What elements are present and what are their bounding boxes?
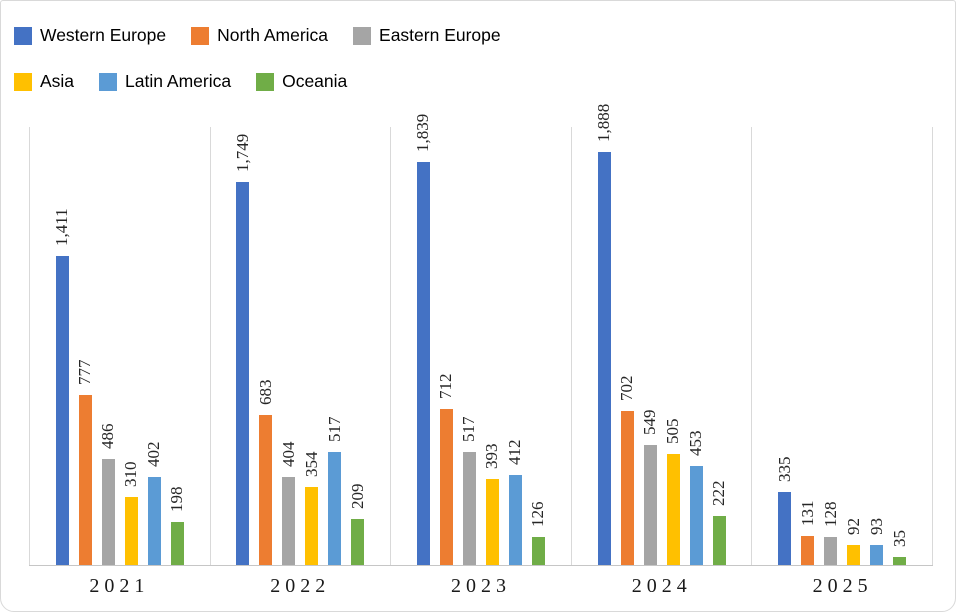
x-axis-label-2022: 2022 [270, 575, 331, 597]
legend-item-oceania: Oceania [256, 71, 347, 92]
legend-row: Asia Latin America Oceania [14, 71, 501, 92]
legend-swatch-western-europe [14, 26, 32, 45]
bar-value-label: 354 [301, 451, 321, 478]
x-axis-label-2021: 2021 [89, 575, 150, 597]
legend-label-oceania: Oceania [282, 71, 348, 91]
bar-value-label: 505 [663, 418, 683, 445]
legend-swatch-latin-america [99, 72, 118, 91]
bar-oceania-2025: 35 [890, 530, 909, 565]
bar-value-label: 1,411 [52, 208, 72, 246]
legend-row: Western Europe North America Eastern Europ… [14, 25, 501, 46]
bar-latin-america-2024: 453 [686, 431, 705, 565]
legend: Western Europe North America Eastern Europ… [14, 25, 501, 117]
legend-item-western-europe: Western Europe [14, 25, 166, 46]
bar-western-europe-2022: 1,749 [233, 134, 252, 565]
bar-value-label: 517 [459, 416, 479, 443]
bar-group-2025: 335 131 128 92 93 35 [751, 127, 933, 565]
bar-asia-2021: 310 [121, 462, 140, 565]
bar-oceania-2023: 126 [528, 502, 547, 565]
bar-value-label: 126 [528, 501, 548, 528]
bar-oceania-2024: 222 [709, 481, 728, 565]
bar-latin-america-2025: 93 [867, 518, 886, 565]
legend-swatch-eastern-europe [353, 26, 372, 45]
bar-western-europe-2023: 1,839 [413, 114, 432, 565]
bar-value-label: 404 [278, 441, 298, 468]
bar-north-america-2025: 131 [798, 501, 817, 565]
bar-asia-2022: 354 [302, 452, 321, 565]
bar-western-europe-2024: 1,888 [594, 104, 613, 565]
bar-oceania-2022: 209 [348, 484, 367, 565]
bar-value-label: 712 [436, 373, 456, 400]
bar-eastern-europe-2022: 404 [279, 442, 298, 565]
bar-value-label: 517 [324, 416, 344, 443]
bar-value-label: 393 [482, 443, 502, 470]
legend-label-asia: Asia [40, 71, 75, 91]
bar-group-2023: 1,839 712 517 393 412 126 [390, 114, 571, 565]
bar-value-label: 310 [121, 461, 141, 488]
bar-eastern-europe-2023: 517 [459, 417, 478, 565]
x-axis-label-2023: 2023 [450, 575, 511, 597]
bar-value-label: 1,749 [232, 133, 252, 172]
bar-north-america-2023: 712 [436, 374, 455, 565]
legend-item-latin-america: Latin America [99, 71, 231, 92]
legend-label-latin-america: Latin America [125, 71, 232, 91]
bar-value-label: 93 [866, 518, 886, 535]
bar-value-label: 128 [820, 501, 840, 528]
legend-swatch-north-america [191, 26, 210, 45]
bar-latin-america-2023: 412 [505, 440, 524, 565]
bar-value-label: 402 [144, 441, 164, 468]
bar-value-label: 222 [709, 480, 729, 507]
bar-value-label: 35 [889, 530, 909, 547]
bar-asia-2023: 393 [482, 444, 501, 565]
bar-value-label: 209 [347, 483, 367, 510]
bar-asia-2024: 505 [663, 419, 682, 565]
bar-value-label: 777 [75, 359, 95, 386]
bar-group-2024: 1,888 702 549 505 453 222 [570, 104, 752, 565]
bar-asia-2025: 92 [844, 518, 863, 565]
bar-oceania-2021: 198 [167, 487, 186, 565]
bar-eastern-europe-2024: 549 [640, 410, 659, 565]
x-axis-label-2025: 2025 [812, 575, 873, 597]
bar-western-europe-2025: 335 [775, 457, 794, 565]
legend-swatch-asia [14, 72, 32, 91]
bar-value-label: 1,888 [594, 103, 614, 142]
bar-north-america-2021: 777 [75, 360, 94, 565]
x-axis: 2021 2022 2023 2024 2025 [29, 575, 933, 598]
bar-value-label: 549 [640, 409, 660, 436]
legend-item-eastern-europe: Eastern Europe [353, 25, 501, 46]
plot-area: 1,411 777 486 310 402 198 1,749 683 404 354 517 209… [29, 104, 933, 566]
bar-value-label: 92 [843, 518, 863, 535]
bar-latin-america-2021: 402 [144, 442, 163, 565]
x-axis-label-2024: 2024 [631, 575, 692, 597]
bar-north-america-2022: 683 [256, 380, 275, 565]
bar-eastern-europe-2021: 486 [98, 424, 117, 565]
bar-value-label: 131 [797, 500, 817, 527]
legend-swatch-oceania [256, 72, 275, 91]
bar-value-label: 683 [255, 379, 275, 406]
legend-item-asia: Asia [14, 71, 74, 92]
bar-latin-america-2022: 517 [325, 417, 344, 565]
bar-value-label: 486 [98, 423, 118, 450]
legend-item-north-america: North America [191, 25, 328, 46]
bar-group-2021: 1,411 777 486 310 402 198 [29, 127, 210, 565]
bar-value-label: 335 [774, 456, 794, 483]
bar-group-2022: 1,749 683 404 354 517 209 [209, 127, 391, 565]
bar-western-europe-2021: 1,411 [52, 208, 71, 565]
legend-label-western-europe: Western Europe [40, 25, 167, 45]
bar-value-label: 412 [505, 439, 525, 466]
legend-label-north-america: North America [217, 25, 329, 45]
bar-eastern-europe-2025: 128 [821, 502, 840, 565]
bar-value-label: 198 [167, 486, 187, 513]
legend-label-eastern-europe: Eastern Europe [379, 25, 501, 45]
bar-value-label: 453 [686, 430, 706, 457]
bar-value-label: 702 [617, 375, 637, 402]
bar-north-america-2024: 702 [617, 376, 636, 565]
bar-value-label: 1,839 [413, 113, 433, 152]
